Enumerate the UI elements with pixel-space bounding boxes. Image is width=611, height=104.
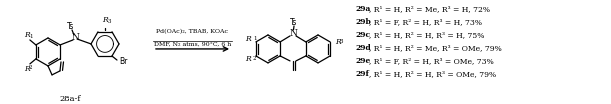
Text: 2: 2 [253, 56, 257, 61]
Text: , R¹ = F, R² = H, R³ = OMe, 73%: , R¹ = F, R² = H, R³ = OMe, 73% [369, 57, 494, 65]
Text: , R¹ = H, R² = H, R³ = H, 75%: , R¹ = H, R² = H, R³ = H, 75% [369, 31, 485, 39]
Text: R: R [245, 35, 251, 43]
Text: 29a: 29a [355, 5, 370, 13]
Text: Ts: Ts [67, 22, 75, 32]
Text: N: N [71, 33, 79, 42]
Text: Ts: Ts [290, 19, 298, 27]
Text: R: R [24, 31, 30, 39]
Text: R: R [245, 55, 251, 63]
Text: DMF, N₂ atms, 90°C, 6 h: DMF, N₂ atms, 90°C, 6 h [154, 41, 231, 46]
Text: 29d: 29d [355, 44, 371, 52]
Text: 28a-f: 28a-f [59, 95, 81, 103]
Text: , R¹ = H, R² = Me, R³ = OMe, 79%: , R¹ = H, R² = Me, R³ = OMe, 79% [369, 44, 502, 52]
Text: 29c: 29c [355, 31, 370, 39]
Text: Pd(OAc)₂, TBAB, KOAc: Pd(OAc)₂, TBAB, KOAc [156, 29, 229, 35]
Text: 2: 2 [29, 65, 32, 70]
Text: , R¹ = F, R² = H, R³ = H, 73%: , R¹ = F, R² = H, R³ = H, 73% [369, 18, 482, 26]
Text: 29f: 29f [355, 70, 369, 78]
Text: R: R [335, 38, 341, 46]
Text: R: R [24, 65, 30, 73]
Text: R: R [102, 16, 108, 24]
Text: N: N [289, 29, 297, 38]
Text: 1: 1 [29, 34, 32, 39]
Text: Br: Br [119, 57, 127, 66]
Text: , R¹ = H, R² = Me, R³ = H, 72%: , R¹ = H, R² = Me, R³ = H, 72% [369, 5, 490, 13]
Text: 29b: 29b [355, 18, 371, 26]
Text: 29e: 29e [355, 57, 370, 65]
Text: 1: 1 [253, 36, 257, 41]
Text: 3: 3 [339, 39, 343, 44]
Text: 3: 3 [108, 19, 111, 24]
Text: , R¹ = H, R² = H, R³ = OMe, 79%: , R¹ = H, R² = H, R³ = OMe, 79% [369, 70, 496, 78]
